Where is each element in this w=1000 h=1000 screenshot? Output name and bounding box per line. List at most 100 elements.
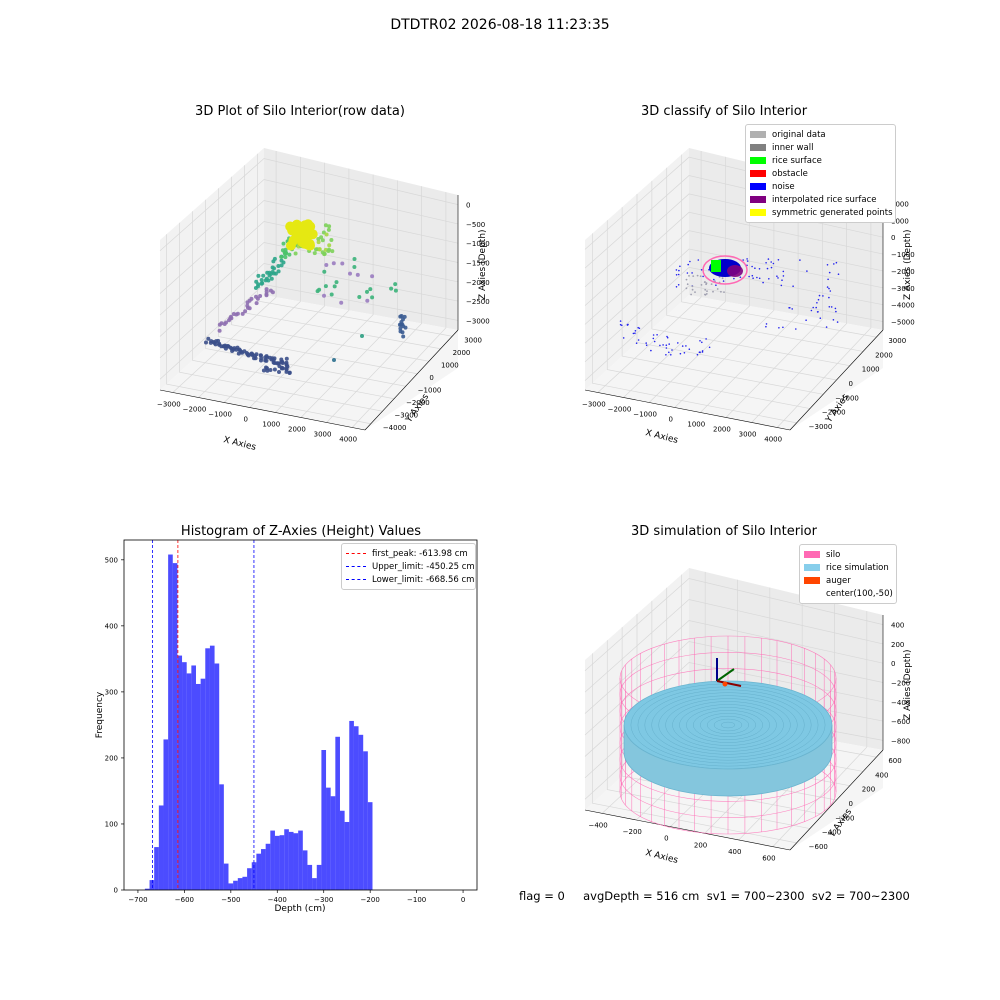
- raw-point: [400, 323, 404, 327]
- noise-point: [782, 327, 784, 329]
- raw-y-tick-label: 0: [429, 374, 433, 382]
- histogram-bars: [145, 555, 373, 890]
- raw-point: [261, 274, 265, 278]
- noise-point: [742, 259, 744, 261]
- sim-y-tick-label: 400: [875, 771, 888, 779]
- noise-point: [756, 277, 758, 279]
- raw-point: [217, 343, 221, 347]
- noise-point: [634, 332, 636, 334]
- noise-point: [792, 285, 794, 287]
- raw-point: [286, 365, 290, 369]
- raw-point: [277, 364, 281, 368]
- simulation-z-label: Z Axies (Depth): [903, 649, 913, 720]
- noise-point: [778, 327, 780, 329]
- raw-point: [260, 281, 264, 285]
- raw-point: [322, 294, 326, 298]
- legend-entry: interpolated rice surface: [750, 193, 891, 206]
- noise-point: [678, 284, 680, 286]
- raw-y-tick-label: 2000: [453, 349, 471, 357]
- status-line: flag = 0 avgDepth = 516 cm sv1 = 700~230…: [519, 889, 910, 903]
- sim-z-tick-label: 0: [891, 660, 895, 668]
- histogram-bar: [289, 832, 294, 890]
- noise-point: [765, 262, 767, 264]
- histogram-bar: [261, 849, 266, 890]
- histogram-bar: [368, 802, 373, 890]
- raw-point: [332, 358, 336, 362]
- raw-point: [250, 297, 254, 301]
- raw-x-tick-label: 3000: [314, 431, 332, 439]
- noise-point: [645, 342, 647, 344]
- noise-point: [783, 275, 785, 277]
- raw-point: [273, 257, 277, 261]
- noise-point: [733, 278, 735, 280]
- y-tick-label: 500: [105, 556, 118, 564]
- sim-z-tick-label: 400: [891, 622, 904, 630]
- raw-point: [357, 295, 361, 299]
- histogram-bar: [345, 822, 350, 890]
- original-point: [688, 275, 690, 277]
- histogram-bar: [196, 684, 201, 890]
- legend-swatch: [346, 566, 366, 567]
- histogram-bar: [321, 750, 326, 890]
- noise-point: [697, 354, 699, 356]
- legend-label: interpolated rice surface: [772, 195, 877, 205]
- noise-point: [713, 279, 715, 281]
- noise-point: [699, 340, 701, 342]
- raw-point: [204, 341, 208, 345]
- noise-point: [691, 272, 693, 274]
- legend-label: noise: [772, 182, 795, 192]
- noise-point: [682, 345, 684, 347]
- figure-title: DTDTR02 2026-08-18 11:23:35: [0, 17, 1000, 33]
- raw-point: [254, 280, 258, 284]
- original-point: [711, 283, 713, 285]
- histogram-bar: [284, 829, 289, 890]
- legend-entry: Upper_limit: -450.25 cm: [346, 560, 471, 573]
- raw-point: [272, 266, 276, 270]
- noise-point: [767, 268, 769, 270]
- raw-point: [282, 242, 286, 246]
- raw-point: [353, 257, 357, 261]
- legend-label: Upper_limit: -450.25 cm: [372, 562, 475, 572]
- cls-z-tick-label: 0: [891, 234, 895, 242]
- noise-point: [678, 274, 680, 276]
- legend-swatch: [750, 170, 766, 177]
- original-point: [704, 289, 706, 291]
- sim-y-tick-label: −600: [809, 843, 828, 851]
- histogram-bar: [256, 854, 261, 890]
- noise-point: [759, 268, 761, 270]
- raw-point: [264, 359, 268, 363]
- raw-point: [352, 265, 356, 269]
- sim-x-tick-label: 200: [694, 841, 707, 849]
- noise-point: [687, 264, 689, 266]
- noise-point: [689, 261, 691, 263]
- noise-point: [783, 271, 785, 273]
- legend-entry: auger: [804, 574, 892, 587]
- noise-point: [650, 350, 652, 352]
- histogram-bar: [182, 662, 187, 890]
- histogram-bar: [363, 751, 368, 890]
- noise-point: [676, 286, 678, 288]
- raw-point: [348, 272, 352, 276]
- original-point: [722, 277, 724, 279]
- noise-point: [702, 351, 704, 353]
- raw-x-tick-label: 2000: [288, 426, 306, 434]
- raw-point: [324, 223, 328, 227]
- noise-point: [639, 328, 641, 330]
- noise-point: [621, 325, 623, 327]
- histogram-bar: [349, 721, 354, 890]
- noise-point: [811, 310, 813, 312]
- legend-label: rice surface: [772, 156, 822, 166]
- x-tick-label: −300: [314, 896, 333, 904]
- raw-point: [288, 371, 292, 375]
- interpolated-surface: [727, 265, 743, 277]
- sim-y-tick-label: 0: [849, 800, 853, 808]
- raw-point: [264, 366, 268, 370]
- raw-y-tick-label: 1000: [441, 361, 459, 369]
- raw-point: [401, 330, 405, 334]
- noise-point: [752, 277, 754, 279]
- noise-point: [635, 330, 637, 332]
- histogram-legend: first_peak: -613.98 cm Upper_limit: -450.…: [341, 543, 476, 590]
- noise-point: [791, 308, 793, 310]
- raw-point: [256, 274, 260, 278]
- noise-point: [835, 308, 837, 310]
